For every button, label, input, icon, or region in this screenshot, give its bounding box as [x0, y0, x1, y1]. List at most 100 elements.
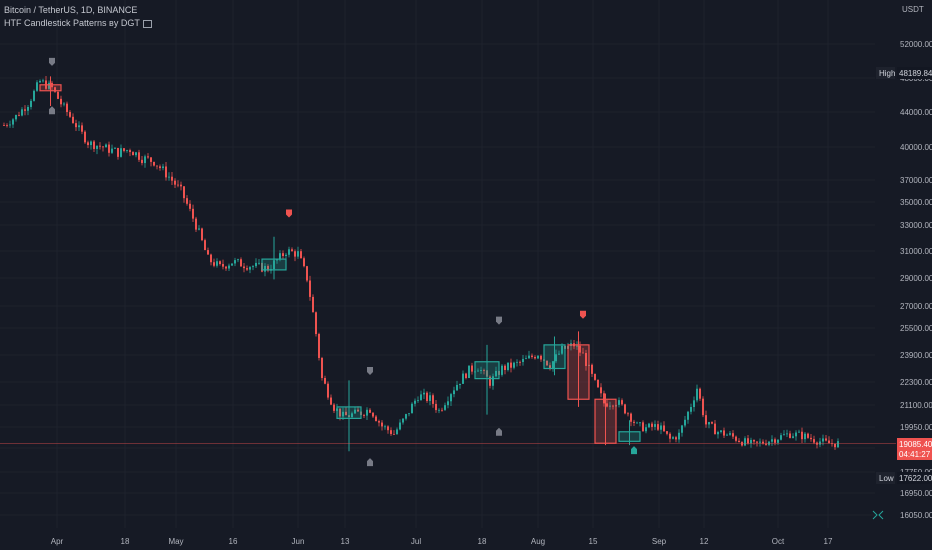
- high-marker: High 48189.84: [876, 67, 932, 79]
- candle-body: [681, 425, 683, 433]
- pattern-marker: [580, 310, 586, 319]
- candle-body: [513, 362, 515, 368]
- candle-body: [534, 356, 536, 359]
- y-tick-label: 44000.00: [900, 108, 932, 117]
- candle-body: [204, 240, 206, 251]
- candle-body: [234, 260, 236, 264]
- x-tick-label: 18: [121, 537, 130, 546]
- candle-body: [444, 405, 446, 410]
- candle-body: [33, 90, 35, 101]
- candle-body: [96, 145, 98, 149]
- candle-body: [210, 254, 212, 263]
- candle-body: [201, 228, 203, 241]
- countdown-value: 04:41:27: [899, 450, 931, 459]
- candle-body: [537, 355, 539, 359]
- candle-body: [582, 352, 584, 354]
- pattern-marker: [49, 106, 55, 115]
- candle-body: [618, 400, 620, 405]
- pattern-marker: [367, 367, 373, 376]
- candle-body: [324, 377, 326, 384]
- candle-body: [642, 422, 644, 432]
- candle-body: [339, 408, 341, 417]
- candle-body: [138, 152, 140, 160]
- candle-body: [507, 362, 509, 371]
- candle-body: [264, 265, 266, 272]
- candle-body: [156, 165, 158, 167]
- candle-body: [357, 409, 359, 412]
- candle-body: [315, 312, 317, 335]
- candle-body: [369, 409, 371, 413]
- candle-body: [720, 430, 722, 433]
- candle-body: [423, 392, 425, 395]
- candle-body: [48, 82, 50, 89]
- candle-body: [633, 421, 635, 423]
- candle-body: [27, 106, 29, 111]
- candle-body: [654, 424, 656, 427]
- y-tick-label: 31000.00: [900, 247, 932, 256]
- candle-body: [186, 198, 188, 204]
- candle-body: [87, 142, 89, 146]
- candle-body: [114, 147, 116, 149]
- candle-body: [174, 180, 176, 185]
- time-axis[interactable]: Apr 18 May 16 Jun 13 Jul 18 Aug 15 Sep 12 Oct 17: [51, 537, 833, 546]
- candle-body: [819, 441, 821, 445]
- candle-body: [39, 80, 41, 83]
- candle-body: [546, 360, 548, 366]
- settings-icon[interactable]: [142, 19, 152, 28]
- x-tick-label: 17: [824, 537, 833, 546]
- y-tick-label: 29000.00: [900, 274, 932, 283]
- candle-body: [645, 427, 647, 432]
- candle-body: [801, 431, 803, 440]
- x-tick-label: 16: [229, 537, 238, 546]
- candle-body: [294, 251, 296, 257]
- candle-body: [312, 296, 314, 313]
- candle-body: [456, 384, 458, 391]
- high-label-box: [876, 67, 895, 79]
- candle-body: [447, 401, 449, 406]
- candle-body: [561, 345, 563, 354]
- candle-body: [555, 354, 557, 362]
- y-tick-label: 40000.00: [900, 143, 932, 152]
- candle-body: [609, 405, 611, 407]
- candle-body: [375, 416, 377, 422]
- candle-body: [675, 437, 677, 440]
- candle-body: [78, 125, 80, 128]
- y-tick-label: 23900.00: [900, 351, 932, 360]
- candle-body: [84, 131, 86, 143]
- x-tick-label: May: [168, 537, 183, 546]
- candle-body: [303, 258, 305, 267]
- candle-body: [18, 114, 20, 116]
- candle-body: [453, 390, 455, 395]
- candle-body: [123, 148, 125, 151]
- candle-body: [183, 186, 185, 199]
- last-price-value: 19085.40: [899, 440, 932, 449]
- candle-body: [525, 358, 527, 360]
- candle-body: [519, 361, 521, 363]
- candle-body: [153, 161, 155, 166]
- candle-body: [6, 125, 8, 127]
- candle-body: [828, 440, 830, 444]
- y-tick-label: 16050.00: [900, 511, 932, 520]
- chart-legend: Bitcoin / TetherUS, 1D, BINANCE HTF Cand…: [4, 4, 152, 30]
- candle-body: [333, 404, 335, 411]
- candle-body: [552, 361, 554, 369]
- candle-body: [159, 166, 161, 169]
- candle-body: [381, 422, 383, 427]
- candle-body: [753, 439, 755, 442]
- candle-body: [558, 353, 560, 355]
- x-tick-label: Jun: [292, 537, 305, 546]
- candle-body: [744, 438, 746, 446]
- candle-body: [345, 411, 347, 416]
- candle-body: [21, 109, 23, 116]
- candle-body: [372, 412, 374, 417]
- candle-body: [693, 400, 695, 408]
- candle-body: [192, 208, 194, 219]
- indicator-line[interactable]: HTF Candlestick Patterns вy DGT: [4, 17, 152, 30]
- candle-body: [408, 413, 410, 415]
- htf-body: [39, 84, 62, 92]
- goto-realtime-icon[interactable]: [872, 510, 884, 520]
- candle-body: [15, 114, 17, 120]
- y-tick-label: 27000.00: [900, 302, 932, 311]
